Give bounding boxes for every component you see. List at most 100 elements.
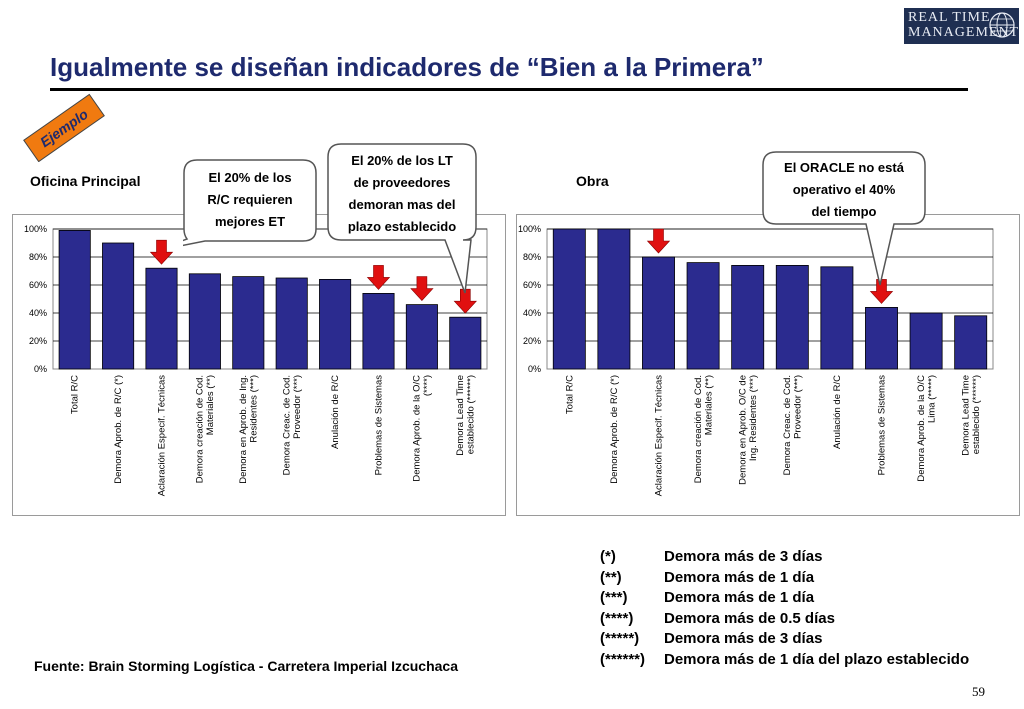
x-tick-label-line: Proveedor (***) [793, 375, 804, 439]
x-tick-label-line: Demora Aprob. de la O/C [412, 375, 423, 482]
company-logo: REAL TIME MANAGEMENT [904, 8, 1019, 44]
x-tick-label: Aclaración Especif. Técnicas [654, 375, 665, 497]
x-tick-label-line: Materiales (**) [205, 375, 216, 435]
x-tick-label-line: Demora Aprob. de R/C (*) [609, 375, 620, 484]
highlight-arrow-icon [410, 276, 434, 302]
logo-line-1: REAL TIME [908, 10, 991, 25]
x-tick-label-line: Total R/C [564, 375, 575, 414]
x-tick-label: Demora en Aprob. O/C de Ing. Residentes (… [737, 375, 759, 485]
x-tick-label-line: Ing. Residentes (***) [748, 375, 759, 461]
y-tick-label: 60% [523, 280, 541, 290]
title-divider [50, 88, 968, 91]
footnote-row: (****) Demora más de 0.5 días [600, 609, 969, 630]
footnote-key: (****) [600, 609, 634, 627]
callout-rc-line-1: El 20% de los [208, 170, 292, 185]
highlight-arrow-icon [453, 288, 477, 314]
y-tick-label: 80% [523, 252, 541, 262]
highlight-arrow-icon [646, 228, 671, 254]
footnote-key: (***) [600, 589, 628, 606]
bar [319, 279, 352, 370]
y-tick-label: 60% [29, 280, 47, 290]
footnote-row: (*****) Demora más de 3 días [600, 629, 969, 650]
footnote-row: (*) Demora más de 3 días [600, 547, 969, 568]
example-badge: Ejemplo [23, 93, 105, 162]
bar [362, 293, 395, 370]
bar [909, 312, 943, 370]
x-tick-label-line: Aclaración Especif. Técnicas [157, 375, 168, 497]
callout-lt-line-3: demoran mas del [348, 197, 456, 212]
callout-oracle-line-3: del tiempo [811, 204, 877, 219]
y-tick-label: 0% [34, 364, 47, 374]
right-panel-title: Obra [576, 173, 609, 189]
x-tick-label-line: Demora Aprob. de R/C (*) [113, 375, 124, 484]
x-tick-label-line: Materiales (**) [703, 375, 714, 435]
x-tick-label-line: (****) [422, 375, 433, 396]
footnote-key: (**) [600, 568, 622, 586]
callout-oracle-line-1: El ORACLE no está [784, 160, 904, 175]
callout-rc-line-2: R/C requieren [207, 192, 293, 207]
chart-oficina-principal: 0% 20% 40% 60% 80% 100% Total R/C Demora Aprob.… [12, 214, 506, 516]
x-tick-label: Demora Creac. de Cod. Proveedor (***) [281, 375, 303, 475]
x-tick-label: Anulación de R/C [330, 375, 341, 449]
callout-rc-line-3: mejores ET [214, 214, 286, 229]
x-tick-label-line: establecido (******) [466, 375, 477, 454]
bar [865, 307, 898, 370]
x-tick-label-line: Residentes (***) [249, 375, 260, 443]
y-tick-label: 80% [29, 252, 47, 262]
bar [642, 256, 675, 370]
footnote-key: (******) [600, 650, 646, 668]
x-tick-label: Aclaración Especif. Técnicas [157, 375, 168, 497]
x-tick-label-line: Demora en Aprob. O/C de [737, 375, 748, 485]
footnote-text: Demora más de 1 día del plazo establecid… [664, 650, 970, 668]
x-tick-label: Demora creación de Cod. Materiales (**) [195, 375, 217, 483]
highlight-arrow-icon [149, 239, 174, 265]
y-tick-label: 20% [523, 336, 541, 346]
x-tick-label: Anulación de R/C [832, 375, 843, 449]
source-note: Fuente: Brain Storming Logística - Carre… [34, 658, 458, 674]
x-tick-label: Total R/C [564, 375, 575, 414]
x-tick-label-line: Demora creación de Cod. [195, 375, 206, 483]
footnote-key: (*****) [600, 630, 640, 647]
x-tick-label-line: Total R/C [70, 375, 81, 414]
bar [597, 228, 631, 370]
callout-lt-line-4: plazo establecido [347, 219, 457, 234]
bar [820, 266, 854, 370]
x-tick-label-line: Demora Lead Time [960, 375, 971, 456]
y-tick-label: 100% [24, 224, 47, 234]
chart-obra-svg: 0% 20% 40% 60% 80% 100% Total R/C Demora Aprob.… [518, 224, 994, 497]
footnote-text: Demora más de 3 días [664, 630, 823, 647]
x-tick-label: Total R/C [70, 375, 81, 414]
x-tick-label-line: Demora en Aprob. de Ing. [238, 375, 249, 484]
x-tick-label: Problemas de Sistemas [877, 375, 888, 476]
y-tick-label: 40% [29, 308, 47, 318]
x-tick-label-line: Demora creación de Cod. [693, 375, 704, 483]
footnote-key: (*) [600, 548, 616, 565]
y-tick-label: 20% [29, 336, 47, 346]
bar [58, 229, 91, 370]
left-panel-title: Oficina Principal [30, 173, 141, 189]
bar [102, 242, 135, 370]
x-tick-label-line: Demora Creac. de Cod. [782, 375, 793, 475]
footnotes: (*) Demora más de 3 días (**) Demora más d… [600, 547, 969, 670]
bar [552, 228, 586, 370]
x-tick-label-line: Demora Creac. de Cod. [281, 375, 292, 475]
x-tick-label: Demora Aprob. de R/C (*) [113, 375, 124, 484]
y-tick-label: 0% [528, 364, 541, 374]
x-tick-label: Demora en Aprob. de Ing. Residentes (***) [238, 375, 259, 484]
footnote-text: Demora más de 3 días [664, 548, 823, 565]
callout-oracle: El ORACLE no está operativo el 40% del t… [762, 151, 926, 291]
callout-oracle-line-2: operativo el 40% [792, 182, 896, 197]
x-tick-label-line: Problemas de Sistemas [877, 375, 888, 476]
footnote-text: Demora más de 0.5 días [664, 609, 835, 627]
x-tick-label: Problemas de Sistemas [374, 375, 385, 476]
footnote-text: Demora más de 1 día [664, 589, 815, 606]
x-tick-label-line: Demora Lead Time [455, 375, 466, 456]
x-tick-label: Demora Aprob. de la O/C (****) [412, 375, 434, 482]
bar [775, 265, 809, 370]
footnote-row: (***) Demora más de 1 día [600, 588, 969, 609]
bar [954, 315, 988, 370]
x-tick-label: Demora Lead Time establecido (******) [455, 375, 477, 456]
slide-title: Igualmente se diseñan indicadores de “Bi… [50, 52, 764, 82]
x-tick-label-line: Problemas de Sistemas [374, 375, 385, 476]
x-tick-label-line: establecido (******) [971, 375, 982, 454]
